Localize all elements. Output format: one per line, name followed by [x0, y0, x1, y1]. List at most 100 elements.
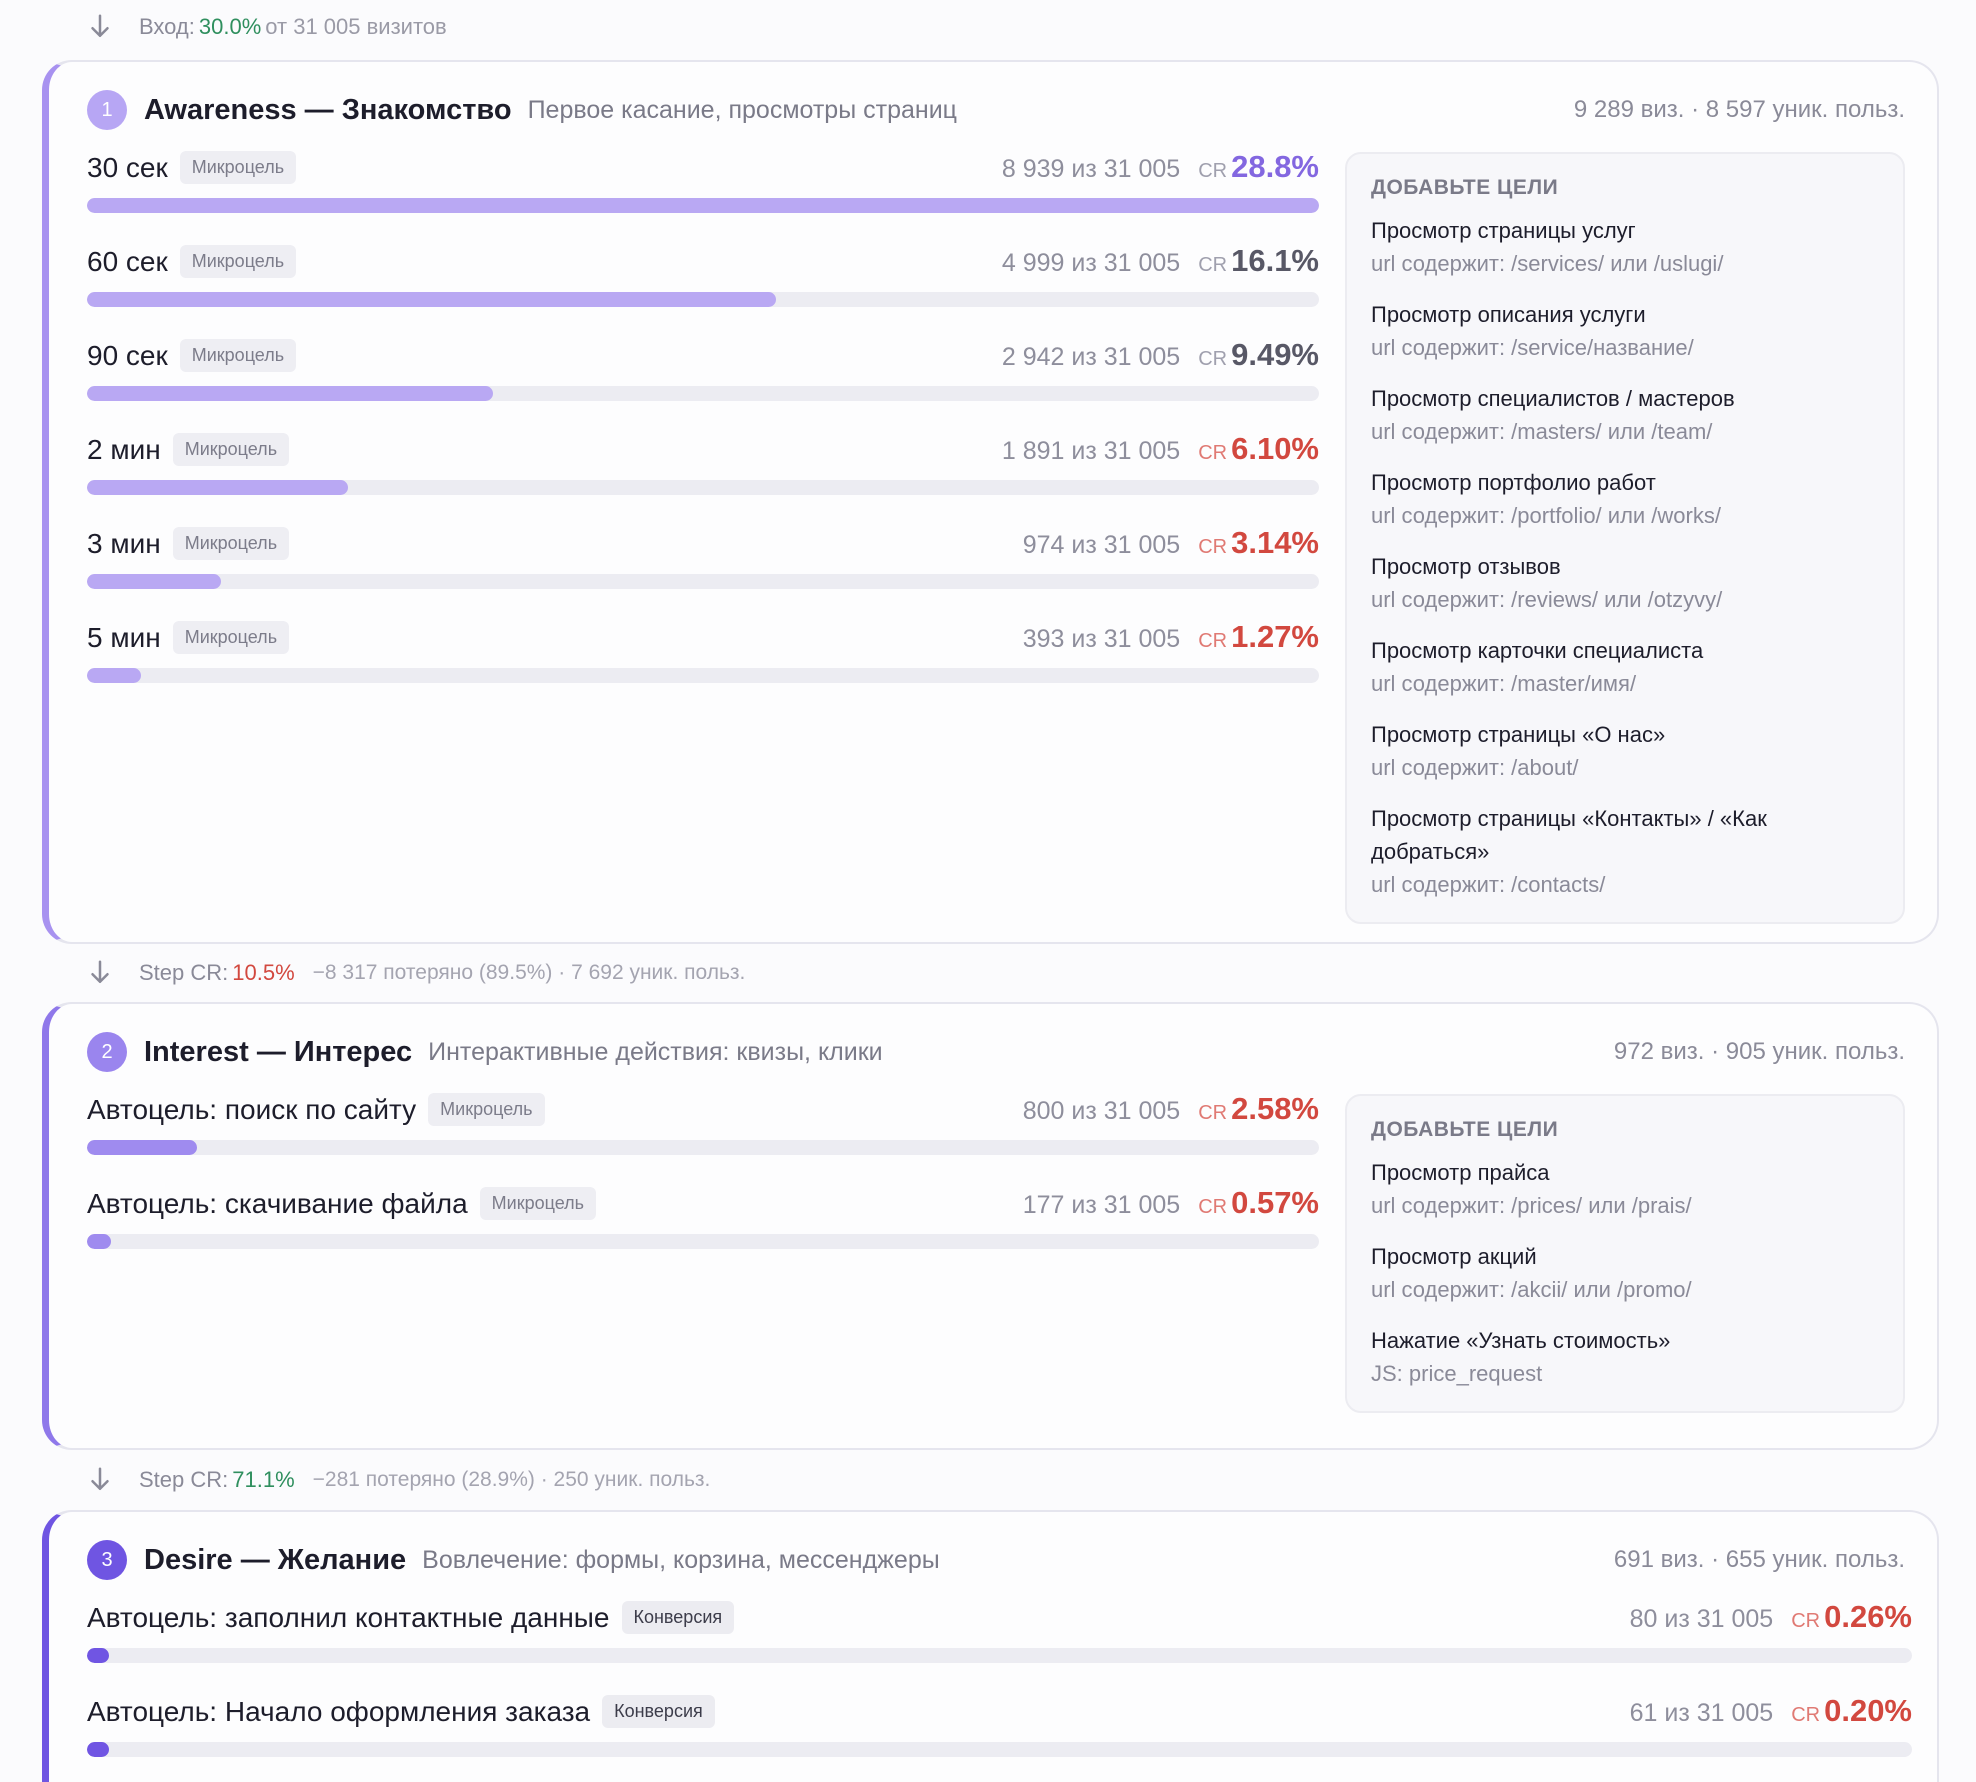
suggested-goal[interactable]: Нажатие «Узнать стоимость» JS: price_requ…	[1371, 1324, 1879, 1391]
progress-bar	[87, 480, 1319, 495]
goal-type-tag: Конверсия	[621, 1601, 735, 1634]
suggested-goal[interactable]: Просмотр страницы услуг url содержит: /se…	[1371, 214, 1879, 281]
goal-row[interactable]: 60 сек Микроцель 4 999 из 31 005 CR 16.1%	[87, 241, 1319, 335]
goal-type-tag: Конверсия	[602, 1695, 715, 1728]
goal-row[interactable]: 2 мин Микроцель 1 891 из 31 005 CR 6.10%	[87, 429, 1319, 523]
suggested-goal-name: Просмотр страницы «О нас»	[1371, 722, 1666, 747]
step-cr-label: Step CR:	[139, 1467, 229, 1492]
progress-fill	[87, 1140, 198, 1155]
goal-name: Автоцель: Начало оформления заказа	[87, 1695, 591, 1727]
goal-type-tag: Микроцель	[428, 1093, 545, 1126]
cr-label: CR	[1198, 160, 1228, 182]
entry-value: 30.0%	[198, 14, 262, 39]
goal-count: 2 942 из 31 005	[1001, 343, 1181, 371]
cr-label: CR	[1198, 1102, 1228, 1124]
suggested-goal-rule: url содержит: /master/имя/	[1371, 671, 1637, 696]
suggested-goal[interactable]: Просмотр страницы «Контакты» / «Как добр…	[1371, 802, 1879, 902]
progress-fill	[87, 668, 142, 683]
cr-label: CR	[1198, 1196, 1228, 1218]
goal-name: 90 сек	[87, 339, 168, 371]
arrow-down-icon	[91, 960, 109, 983]
step-loss: −281 потеряно (28.9%) · 250 уник. польз.	[312, 1468, 711, 1491]
goal-type-tag: Микроцель	[172, 621, 290, 654]
goal-row[interactable]: 3 мин Микроцель 974 из 31 005 CR 3.14%	[87, 523, 1319, 617]
progress-bar	[87, 1648, 1912, 1663]
stage-subtitle: Вовлечение: формы, корзина, мессенджеры	[422, 1545, 940, 1574]
goal-row[interactable]: Автоцель: скачивание файла Микроцель 177 …	[87, 1183, 1319, 1277]
progress-bar	[87, 386, 1319, 401]
cr-label: CR	[1198, 536, 1228, 558]
goal-type-tag: Микроцель	[179, 151, 297, 184]
suggested-goal[interactable]: Просмотр портфолио работ url содержит: /p…	[1371, 466, 1879, 533]
goal-row[interactable]: 5 мин Микроцель 393 из 31 005 CR 1.27%	[87, 617, 1319, 711]
stage-stats: 972 виз. · 905 уник. польз.	[1613, 1038, 1905, 1065]
progress-bar	[87, 574, 1319, 589]
goal-cr-value: 28.8%	[1231, 149, 1319, 184]
goal-row[interactable]: 90 сек Микроцель 2 942 из 31 005 CR 9.49%	[87, 335, 1319, 429]
cr-label: CR	[1198, 348, 1228, 370]
goal-row[interactable]: Автоцель: Начало оформления заказа Конвер…	[87, 1691, 1912, 1782]
suggested-goal-name: Просмотр описания услуги	[1371, 302, 1646, 327]
suggested-goal[interactable]: Просмотр страницы «О нас» url содержит: /…	[1371, 718, 1879, 785]
progress-bar	[87, 1140, 1319, 1155]
goal-cr-value: 16.1%	[1231, 243, 1319, 278]
suggested-goal[interactable]: Просмотр акций url содержит: /akcii/ или …	[1371, 1240, 1879, 1307]
entry-label: Вход:	[139, 14, 195, 39]
suggested-goal-rule: url содержит: /services/ или /uslugi/	[1371, 251, 1724, 276]
stage-header: 3 Desire — Желание Вовлечение: формы, ко…	[87, 1538, 1905, 1582]
goal-count: 80 из 31 005	[1629, 1605, 1774, 1633]
goal-row[interactable]: 30 сек Микроцель 8 939 из 31 005 CR 28.8%	[87, 147, 1319, 241]
cr-label: CR	[1791, 1704, 1821, 1726]
add-goals-panel: ДОБАВЬТЕ ЦЕЛИ Просмотр прайса url содержи…	[1345, 1094, 1905, 1413]
suggested-goal-name: Нажатие «Узнать стоимость»	[1371, 1328, 1671, 1353]
suggested-goal-name: Просмотр карточки специалиста	[1371, 638, 1704, 663]
suggested-goal-rule: url содержит: /masters/ или /team/	[1371, 419, 1713, 444]
suggested-goal-rule: url содержит: /portfolio/ или /works/	[1371, 503, 1721, 528]
progress-fill	[87, 480, 348, 495]
suggested-goal[interactable]: Просмотр специалистов / мастеров url соде…	[1371, 382, 1879, 449]
suggested-goal[interactable]: Просмотр отзывов url содержит: /reviews/ …	[1371, 550, 1879, 617]
suggested-goal[interactable]: Просмотр описания услуги url содержит: /s…	[1371, 298, 1879, 365]
goal-list: Автоцель: поиск по сайту Микроцель 800 из…	[87, 1089, 1319, 1277]
goal-cr-value: 0.57%	[1231, 1185, 1319, 1220]
suggested-goal[interactable]: Просмотр прайса url содержит: /prices/ ил…	[1371, 1156, 1879, 1223]
goal-cr-value: 6.10%	[1231, 431, 1319, 466]
goal-count: 1 891 из 31 005	[1001, 437, 1181, 465]
stage-header: 2 Interest — Интерес Интерактивные дейст…	[87, 1030, 1905, 1074]
progress-fill	[87, 386, 493, 401]
goal-type-tag: Микроцель	[179, 339, 297, 372]
suggested-goal[interactable]: Просмотр карточки специалиста url содержи…	[1371, 634, 1879, 701]
stage-number-badge: 1	[87, 90, 127, 130]
goal-row[interactable]: Автоцель: поиск по сайту Микроцель 800 из…	[87, 1089, 1319, 1183]
goal-count: 4 999 из 31 005	[1001, 249, 1181, 277]
stage-title: Desire — Желание	[144, 1543, 407, 1576]
suggested-goal-rule: url содержит: /akcii/ или /promo/	[1371, 1277, 1692, 1302]
goal-count: 8 939 из 31 005	[1001, 155, 1181, 183]
add-goals-panel: ДОБАВЬТЕ ЦЕЛИ Просмотр страницы услуг url…	[1345, 152, 1905, 924]
cr-label: CR	[1198, 254, 1228, 276]
suggested-goal-name: Просмотр специалистов / мастеров	[1371, 386, 1735, 411]
funnel-stage-desire: 3 Desire — Желание Вовлечение: формы, ко…	[42, 1510, 1939, 1782]
add-goals-title: ДОБАВЬТЕ ЦЕЛИ	[1371, 176, 1559, 199]
goal-name: 3 мин	[87, 527, 161, 559]
stage-number-badge: 2	[87, 1032, 127, 1072]
suggested-goal-name: Просмотр портфолио работ	[1371, 470, 1656, 495]
progress-bar	[87, 1742, 1912, 1757]
stage-title: Interest — Интерес	[144, 1035, 413, 1068]
suggested-goal-name: Просмотр акций	[1371, 1244, 1537, 1269]
goal-type-tag: Микроцель	[172, 527, 290, 560]
cr-label: CR	[1791, 1610, 1821, 1632]
funnel-stage-interest: 2 Interest — Интерес Интерактивные дейст…	[42, 1002, 1939, 1450]
goal-name: Автоцель: заполнил контактные данные	[87, 1601, 610, 1633]
goal-list: 30 сек Микроцель 8 939 из 31 005 CR 28.8% 6…	[87, 147, 1319, 711]
goal-row[interactable]: Автоцель: заполнил контактные данные Конв…	[87, 1597, 1912, 1691]
entry-row: Вход: 30.0% от 31 005 визитов	[85, 12, 447, 42]
suggested-goal-rule: url содержит: /contacts/	[1371, 872, 1606, 897]
step-transition: Step CR: 71.1% −281 потеряно (28.9%) · 2…	[85, 1465, 710, 1495]
progress-fill	[87, 198, 1319, 213]
goal-name: 2 мин	[87, 433, 161, 465]
cr-label: CR	[1198, 442, 1228, 464]
suggested-goal-rule: JS: price_request	[1371, 1361, 1543, 1386]
progress-fill	[87, 292, 776, 307]
goal-cr-value: 0.20%	[1824, 1693, 1912, 1728]
